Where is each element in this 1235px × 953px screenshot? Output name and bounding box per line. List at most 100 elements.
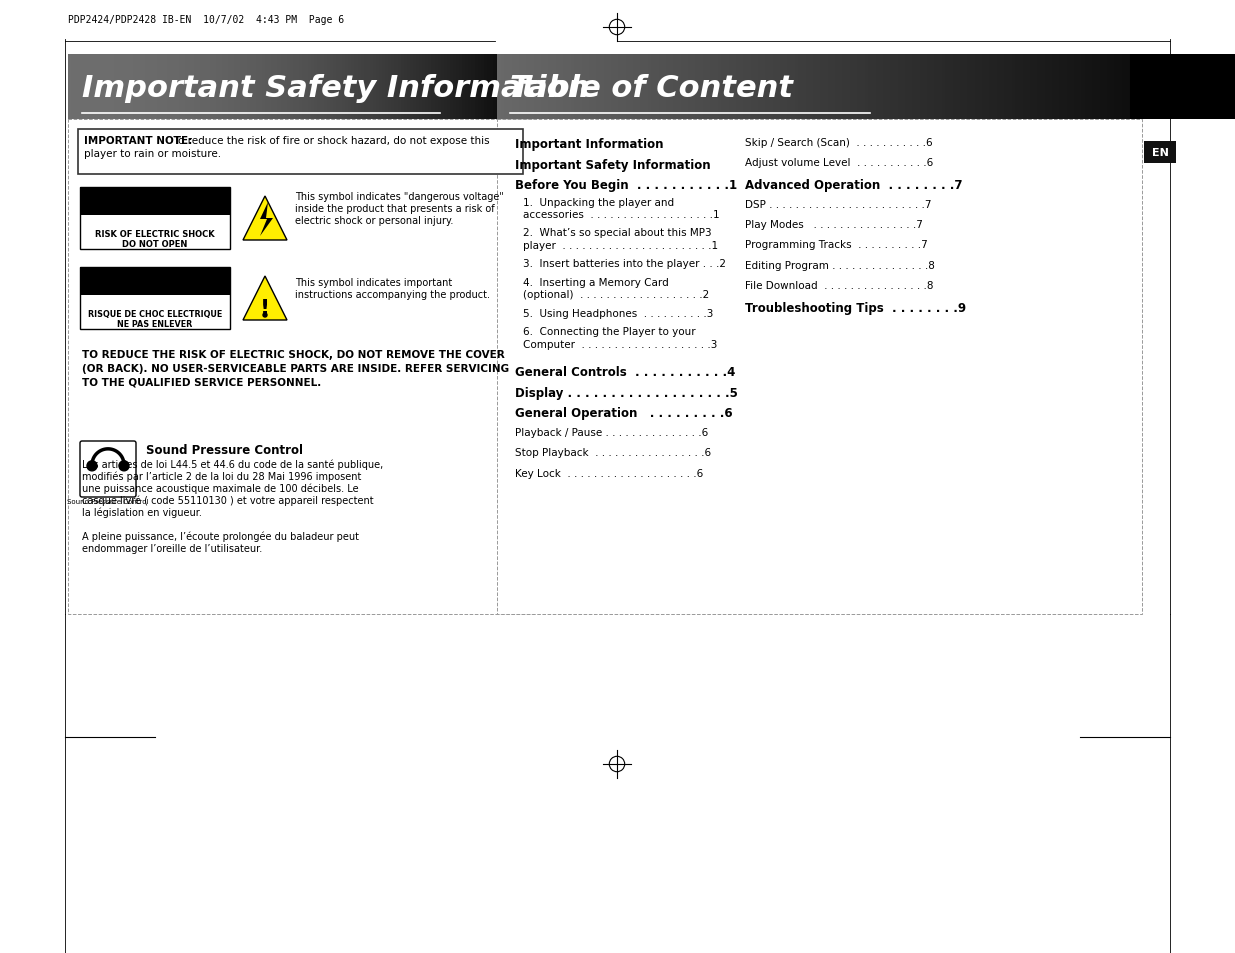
Bar [600,55,604,120]
Bar [850,55,853,120]
Bar [136,55,140,120]
Bar [117,55,121,120]
Text: player  . . . . . . . . . . . . . . . . . . . . . . .1: player . . . . . . . . . . . . . . . . .… [522,241,718,251]
Bar [241,55,245,120]
Bar [363,55,367,120]
Bar [367,55,370,120]
Bar [274,55,278,120]
Bar [105,55,109,120]
Bar [80,188,230,250]
Bar [640,55,645,120]
Bar [157,55,161,120]
Text: 1.  Unpacking the player and: 1. Unpacking the player and [522,197,674,208]
Bar [1218,55,1221,120]
Bar [935,55,939,120]
Bar [982,55,987,120]
Bar [1195,55,1199,120]
Bar [887,55,890,120]
Bar [422,55,426,120]
Bar [1045,55,1049,120]
Bar [247,55,251,120]
Bar [219,55,222,120]
Bar [1052,55,1056,120]
Bar [769,55,773,120]
Bar [941,55,946,120]
Bar [1107,55,1112,120]
Bar [1004,55,1008,120]
Bar [382,55,385,120]
Bar [84,55,86,120]
Bar [773,55,777,120]
Bar [126,55,130,120]
Bar [1026,55,1030,120]
Bar [952,55,957,120]
Text: endommager l’oreille de l’utilisateur.: endommager l’oreille de l’utilisateur. [82,543,262,554]
Bar [142,55,146,120]
Bar [781,55,784,120]
Bar [1000,55,1004,120]
Bar [74,55,78,120]
Bar [1170,55,1173,120]
Bar [511,55,515,120]
Bar [574,55,578,120]
Bar [868,55,872,120]
Bar [1214,55,1218,120]
Bar [222,55,226,120]
Bar [400,55,404,120]
Text: instructions accompanying the product.: instructions accompanying the product. [295,290,490,299]
Bar [655,55,659,120]
Bar [169,55,173,120]
Bar [755,55,758,120]
Bar [352,55,354,120]
Bar [299,55,303,120]
Bar [1030,55,1034,120]
Bar [517,55,521,120]
Bar [305,55,309,120]
Bar [78,55,80,120]
Bar [751,55,755,120]
Text: modifiés par l’article 2 de la loi du 28 Mai 1996 imposent: modifiés par l’article 2 de la loi du 28… [82,472,362,482]
Bar [597,55,600,120]
Bar [191,55,195,120]
Text: Skip / Search (Scan)  . . . . . . . . . . .6: Skip / Search (Scan) . . . . . . . . . .… [745,138,932,148]
Bar [1078,55,1082,120]
Bar [296,55,300,120]
Bar [1121,55,1126,120]
Text: PDP2424/PDP2428 IB-EN  10/7/02  4:43 PM  Page 6: PDP2424/PDP2428 IB-EN 10/7/02 4:43 PM Pa… [68,15,345,25]
Text: This symbol indicates important: This symbol indicates important [295,277,452,288]
Bar [379,55,383,120]
Bar [736,55,740,120]
Bar [1151,55,1155,120]
Text: Editing Program . . . . . . . . . . . . . . .8: Editing Program . . . . . . . . . . . . … [745,261,935,271]
Bar [846,55,851,120]
Bar [468,55,472,120]
Bar [864,55,868,120]
Bar [556,55,559,120]
Bar [813,55,818,120]
Bar [1063,55,1067,120]
Bar [1207,55,1210,120]
Text: Troubleshooting Tips  . . . . . . . .9: Troubleshooting Tips . . . . . . . .9 [745,302,966,314]
Bar [747,55,751,120]
Bar [971,55,976,120]
Bar [578,55,582,120]
Bar [493,55,496,120]
Bar [1140,55,1145,120]
Bar [802,55,806,120]
Bar [1074,55,1078,120]
Bar [526,55,531,120]
Bar [1037,55,1041,120]
Bar [212,55,216,120]
Bar [1129,55,1134,120]
Bar [505,55,509,120]
Bar [272,55,275,120]
Bar [1225,55,1229,120]
Bar [154,55,158,120]
Text: Playback / Pause . . . . . . . . . . . . . . .6: Playback / Pause . . . . . . . . . . . .… [515,428,708,437]
Text: Programming Tracks  . . . . . . . . . .7: Programming Tracks . . . . . . . . . .7 [745,240,927,251]
Text: Before You Begin  . . . . . . . . . . .1: Before You Begin . . . . . . . . . . .1 [515,179,737,192]
Bar [677,55,682,120]
Bar [732,55,736,120]
Bar [522,55,527,120]
Bar [99,55,103,120]
